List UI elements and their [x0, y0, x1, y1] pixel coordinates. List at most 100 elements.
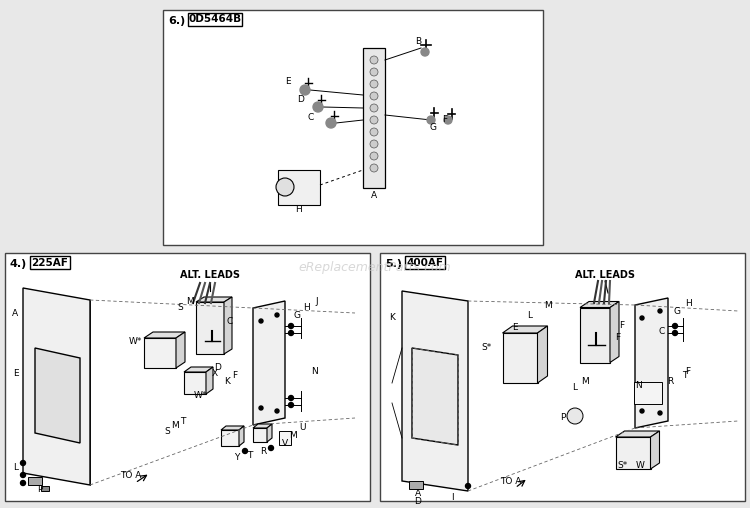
- Text: C: C: [308, 112, 314, 121]
- Text: F: F: [442, 115, 448, 124]
- Polygon shape: [635, 298, 668, 428]
- Bar: [144, 338, 176, 368]
- Text: K: K: [389, 313, 395, 323]
- Bar: [5, 253, 370, 501]
- Text: L: L: [527, 310, 532, 320]
- Bar: [41, 486, 49, 491]
- Polygon shape: [224, 297, 232, 354]
- Polygon shape: [538, 326, 548, 383]
- Circle shape: [259, 406, 263, 410]
- Bar: [503, 333, 538, 383]
- Text: C: C: [658, 327, 665, 335]
- Circle shape: [20, 460, 26, 465]
- Text: E: E: [13, 368, 19, 377]
- Circle shape: [268, 446, 274, 451]
- Circle shape: [427, 116, 435, 124]
- Circle shape: [640, 316, 644, 320]
- Text: R: R: [260, 447, 266, 456]
- Text: E: E: [285, 78, 291, 86]
- Text: H: H: [685, 299, 692, 307]
- Text: A: A: [371, 192, 377, 201]
- Polygon shape: [35, 348, 80, 443]
- Polygon shape: [650, 431, 659, 469]
- Polygon shape: [616, 431, 659, 437]
- Circle shape: [370, 116, 378, 124]
- Bar: [184, 372, 206, 394]
- Text: F: F: [232, 370, 238, 379]
- Text: G: G: [430, 123, 436, 133]
- Circle shape: [275, 409, 279, 413]
- Text: A: A: [12, 308, 18, 318]
- Bar: [28, 477, 42, 485]
- Polygon shape: [267, 424, 272, 442]
- Bar: [253, 428, 267, 442]
- Text: P: P: [38, 486, 43, 494]
- Text: T: T: [682, 370, 688, 379]
- Polygon shape: [253, 301, 285, 425]
- Text: F: F: [620, 322, 625, 331]
- Circle shape: [370, 56, 378, 64]
- Text: S: S: [164, 427, 170, 435]
- Text: H: H: [304, 303, 310, 312]
- Text: I: I: [451, 493, 453, 502]
- Polygon shape: [221, 426, 244, 430]
- Text: M: M: [544, 302, 552, 310]
- Bar: [363, 48, 385, 188]
- Circle shape: [421, 48, 429, 56]
- Bar: [616, 437, 650, 469]
- Polygon shape: [23, 288, 90, 485]
- Text: F: F: [686, 366, 691, 375]
- Text: T: T: [248, 451, 253, 460]
- Text: 225AF: 225AF: [32, 258, 68, 268]
- Bar: [580, 307, 610, 363]
- Text: M: M: [290, 430, 297, 439]
- Text: 6.): 6.): [168, 16, 185, 26]
- Circle shape: [370, 164, 378, 172]
- Text: E: E: [512, 324, 517, 333]
- Text: W*: W*: [128, 336, 142, 345]
- Text: L: L: [572, 384, 578, 393]
- Text: 0D5464B: 0D5464B: [189, 15, 242, 24]
- Text: G: G: [293, 310, 301, 320]
- Text: R: R: [667, 376, 674, 386]
- Text: T: T: [180, 417, 186, 426]
- Bar: [278, 170, 320, 205]
- Text: B: B: [415, 38, 421, 47]
- Circle shape: [300, 85, 310, 95]
- Circle shape: [370, 68, 378, 76]
- Text: P: P: [560, 414, 566, 423]
- Circle shape: [20, 472, 26, 478]
- Polygon shape: [610, 302, 619, 363]
- Bar: [196, 302, 224, 354]
- Circle shape: [658, 411, 662, 415]
- Bar: [405, 256, 445, 269]
- Circle shape: [673, 324, 677, 329]
- Text: S*: S*: [482, 343, 492, 353]
- Circle shape: [242, 449, 248, 454]
- Circle shape: [370, 80, 378, 88]
- Text: TO A: TO A: [120, 470, 141, 480]
- Polygon shape: [144, 332, 185, 338]
- Circle shape: [275, 313, 279, 317]
- Text: C: C: [226, 316, 233, 326]
- Polygon shape: [176, 332, 185, 368]
- Circle shape: [370, 128, 378, 136]
- Text: F: F: [616, 333, 620, 342]
- Text: 4.): 4.): [10, 259, 27, 269]
- Circle shape: [658, 309, 662, 313]
- Text: S: S: [177, 303, 183, 312]
- Circle shape: [466, 484, 470, 489]
- Text: 400AF: 400AF: [406, 258, 443, 268]
- Text: M: M: [186, 297, 194, 305]
- Circle shape: [289, 331, 293, 335]
- Text: eReplacementParts.com: eReplacementParts.com: [298, 262, 452, 274]
- Text: J: J: [316, 297, 318, 305]
- Bar: [380, 253, 745, 501]
- Text: H: H: [296, 206, 302, 214]
- Text: N: N: [634, 380, 641, 390]
- Circle shape: [673, 331, 677, 335]
- Text: A: A: [415, 489, 421, 497]
- Text: D: D: [298, 96, 304, 105]
- Bar: [188, 13, 242, 26]
- Bar: [221, 430, 239, 446]
